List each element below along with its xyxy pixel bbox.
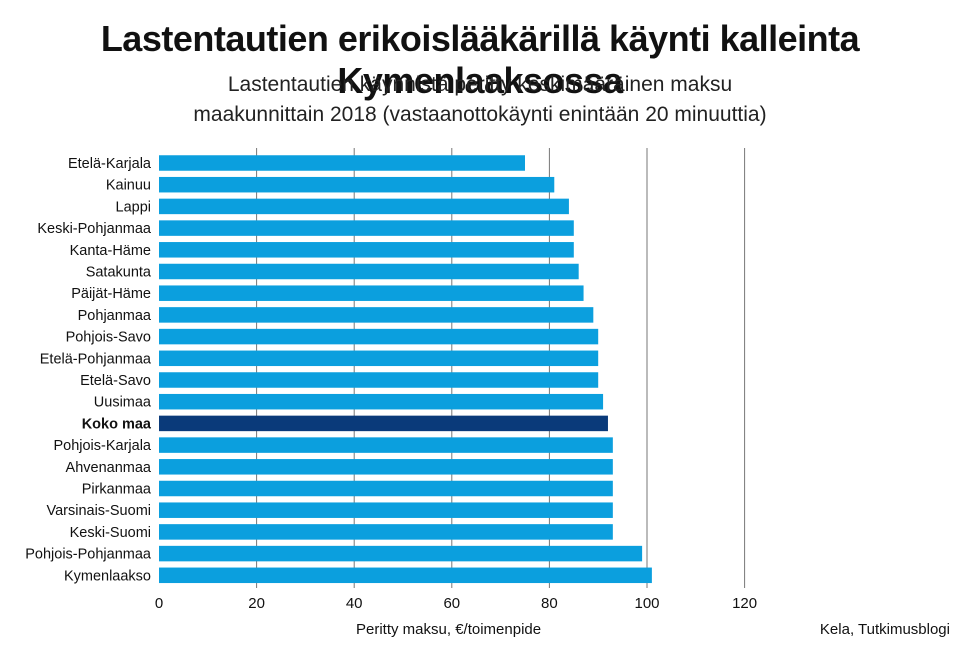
category-label: Satakunta [86, 265, 152, 281]
category-label: Pirkanmaa [82, 482, 152, 498]
category-label: Uusimaa [94, 395, 152, 411]
bar [159, 545, 643, 562]
category-label: Etelä-Pohjanmaa [40, 351, 152, 367]
x-tick-label: 100 [634, 595, 659, 612]
bar [159, 372, 599, 388]
bar [159, 242, 574, 258]
category-label: Pohjois-Pohjanmaa [25, 547, 152, 563]
category-label: Lappi [116, 199, 151, 215]
bar [159, 198, 569, 215]
bar [159, 502, 613, 518]
bar [159, 415, 608, 432]
bar [159, 263, 579, 280]
subtitle-line-1: Lastentautien käynnistä peritty keskimää… [227, 73, 733, 96]
bar [159, 220, 574, 236]
bar [159, 155, 525, 171]
category-label: Keski-Pohjanmaa [37, 221, 152, 237]
category-label: Päijät-Häme [71, 286, 151, 302]
source-note: Kela, Tutkimusblogi [819, 621, 950, 638]
x-tick-label: 40 [346, 595, 363, 612]
x-tick-label: 20 [248, 595, 265, 612]
category-label: Varsinais-Suomi [47, 503, 152, 519]
x-axis-label: Peritty maksu, €/toimenpide [356, 621, 542, 638]
x-tick-label: 60 [443, 595, 460, 612]
x-tick-label: 120 [732, 595, 757, 612]
category-label: Koko maa [82, 416, 152, 432]
chart-subtitle: Lastentautien käynnistä peritty keskimää… [0, 70, 960, 130]
category-label: Kanta-Häme [70, 243, 151, 259]
bar [159, 307, 594, 323]
bar [159, 437, 613, 453]
category-label: Etelä-Savo [80, 373, 151, 389]
bar [159, 567, 652, 584]
x-tick-label: 80 [541, 595, 558, 612]
category-label: Pohjanmaa [78, 308, 152, 324]
bar [159, 285, 584, 301]
bar [159, 459, 613, 475]
bar [159, 480, 613, 497]
bar [159, 393, 604, 410]
bar [159, 524, 613, 540]
category-label: Etelä-Karjala [68, 156, 152, 172]
chart-title: Lastentautien erikoislääkärillä käynti k… [100, 18, 860, 101]
category-label: Kainuu [106, 178, 151, 194]
category-label: Keski-Suomi [70, 525, 151, 541]
bar [159, 328, 599, 345]
category-label: Pohjois-Savo [66, 330, 151, 346]
x-tick-label: 0 [155, 595, 163, 612]
bar [159, 350, 599, 367]
category-label: Ahvenanmaa [66, 460, 152, 476]
category-label: Kymenlaakso [64, 568, 151, 584]
bar [159, 176, 555, 193]
category-label: Pohjois-Karjala [53, 438, 151, 454]
subtitle-line-2: maakunnittain 2018 (vastaanottokäynti en… [193, 103, 767, 126]
